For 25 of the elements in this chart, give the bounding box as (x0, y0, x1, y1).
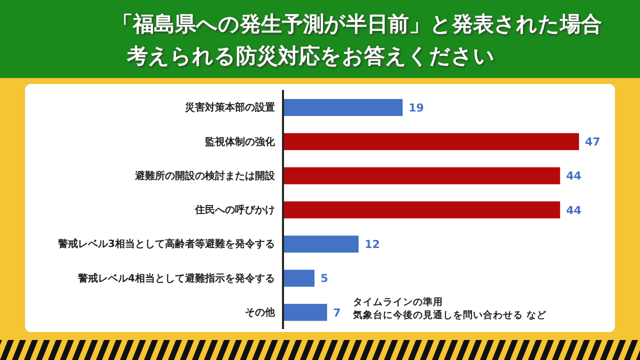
annotation: 気象台に今後の見通しを問い合わせる など (353, 309, 546, 322)
bar (283, 304, 328, 321)
y-tick-label: 警戒レベル4相当として避難指示を発令する (77, 272, 275, 284)
y-tick-label: その他 (245, 306, 276, 318)
data-label: 12 (364, 238, 380, 251)
bar (283, 270, 314, 287)
y-tick-label: 監視体制の強化 (205, 136, 276, 148)
annotation: タイムラインの準用 (353, 296, 444, 309)
data-label: 7 (333, 306, 341, 320)
data-label: 5 (320, 272, 328, 286)
y-tick-label: 住民への呼びかけ (194, 204, 275, 216)
chart-title: 「福島県への発生予測が半日前」と発表された場合 (112, 11, 602, 38)
bar (283, 167, 560, 184)
chart-subtitle: 考えられる防災対応をお答えください (127, 43, 495, 70)
data-label: 44 (566, 170, 582, 183)
y-tick-label: 災害対策本部の設置 (184, 102, 275, 114)
bar (283, 99, 403, 116)
y-tick-label: 警戒レベル3相当として高齢者等避難を発令する (57, 238, 275, 250)
data-label: 47 (585, 136, 600, 149)
data-label: 44 (566, 204, 582, 217)
bar (283, 133, 579, 150)
y-tick-label: 避難所の開設の検討または開設 (134, 170, 276, 182)
data-label: 19 (408, 101, 424, 114)
bar (283, 201, 560, 218)
bar (283, 236, 359, 253)
